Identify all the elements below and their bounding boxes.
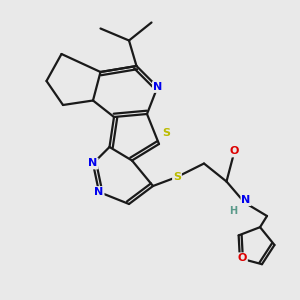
Text: N: N [242, 195, 250, 205]
Text: N: N [88, 158, 98, 169]
Text: S: S [163, 128, 170, 139]
Text: O: O [238, 253, 247, 263]
Text: N: N [153, 82, 162, 92]
Text: O: O [229, 146, 239, 157]
Text: S: S [173, 172, 181, 182]
Text: N: N [94, 187, 103, 197]
Text: H: H [229, 206, 237, 216]
